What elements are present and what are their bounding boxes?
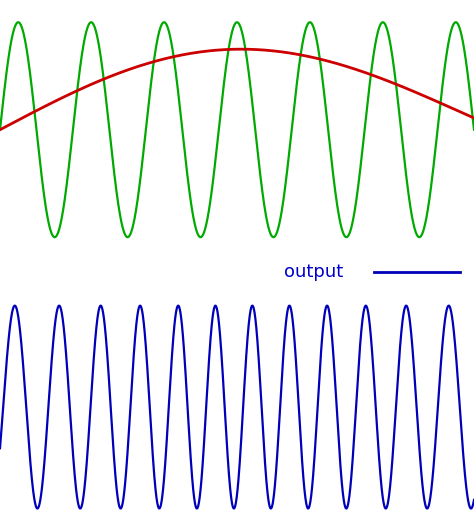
Text: output: output	[284, 263, 344, 281]
